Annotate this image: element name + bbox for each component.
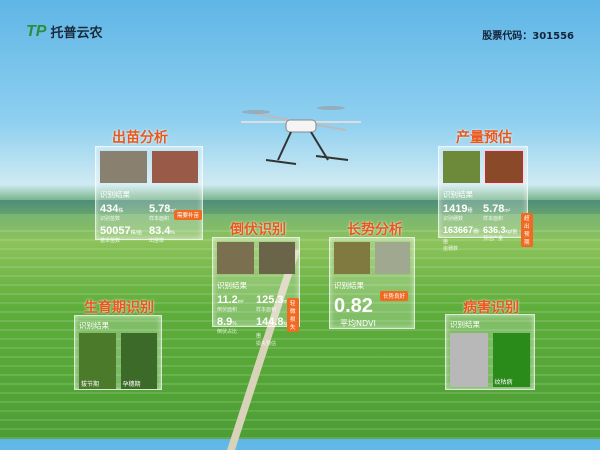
yield-title: 产量预估 [456,130,512,146]
logo-mark: TP [26,22,47,40]
stage-panel[interactable]: 识别结果 拔节期 孕穗期 [74,315,162,390]
brand-logo: TP 托普云农 [26,22,103,42]
emergence-image-original [100,151,147,183]
disease-image-original [450,333,488,387]
result-label: 识别结果 [79,321,109,330]
horizon-trees [0,200,600,214]
emergence-title: 出苗分析 [112,130,168,146]
result-label: 识别结果 [443,190,473,199]
stage-image-2: 孕穗期 [120,333,157,389]
status-badge: 需要补苗 [174,210,202,220]
disease-panel[interactable]: 识别结果 纹枯病 [445,314,535,390]
status-badge: 超出预期 [521,213,533,247]
growth-image-ndvi [374,242,410,274]
stage-title: 生育期识别 [84,300,154,316]
drone-illustration [241,106,361,165]
result-label: 识别结果 [100,190,130,199]
growth-panel[interactable]: 识别结果 0.82 平均NDVI 长势良好 [329,237,415,329]
growth-image-original [334,242,370,274]
growth-title: 长势分析 [347,222,403,238]
emergence-image-detected [151,151,198,183]
yield-image-detected [484,151,523,183]
status-badge: 轻微损失 [287,298,299,332]
ndvi-label: 平均NDVI [340,319,376,328]
result-label: 识别结果 [334,281,364,290]
result-label: 识别结果 [217,281,247,290]
status-badge: 长势良好 [380,291,409,301]
disease-map: 纹枯病 [492,333,530,387]
yield-panel[interactable]: 识别结果 1419穗 识别穗数 5.78m² 样本面积 163667穗/亩 亩穗数 6… [438,146,533,252]
lodging-image-detected [258,242,295,274]
lodging-image-original [217,242,254,274]
brand-name: 托普云农 [50,26,103,41]
yield-image-original [443,151,480,183]
result-label: 识别结果 [450,320,480,329]
lodging-title: 倒伏识别 [230,222,286,238]
stage-image-1: 拔节期 [79,333,116,389]
ndvi-value: 0.82 [334,295,373,317]
disease-title: 病害识别 [463,300,519,316]
stock-code: 股票代码：301556 [482,31,574,42]
